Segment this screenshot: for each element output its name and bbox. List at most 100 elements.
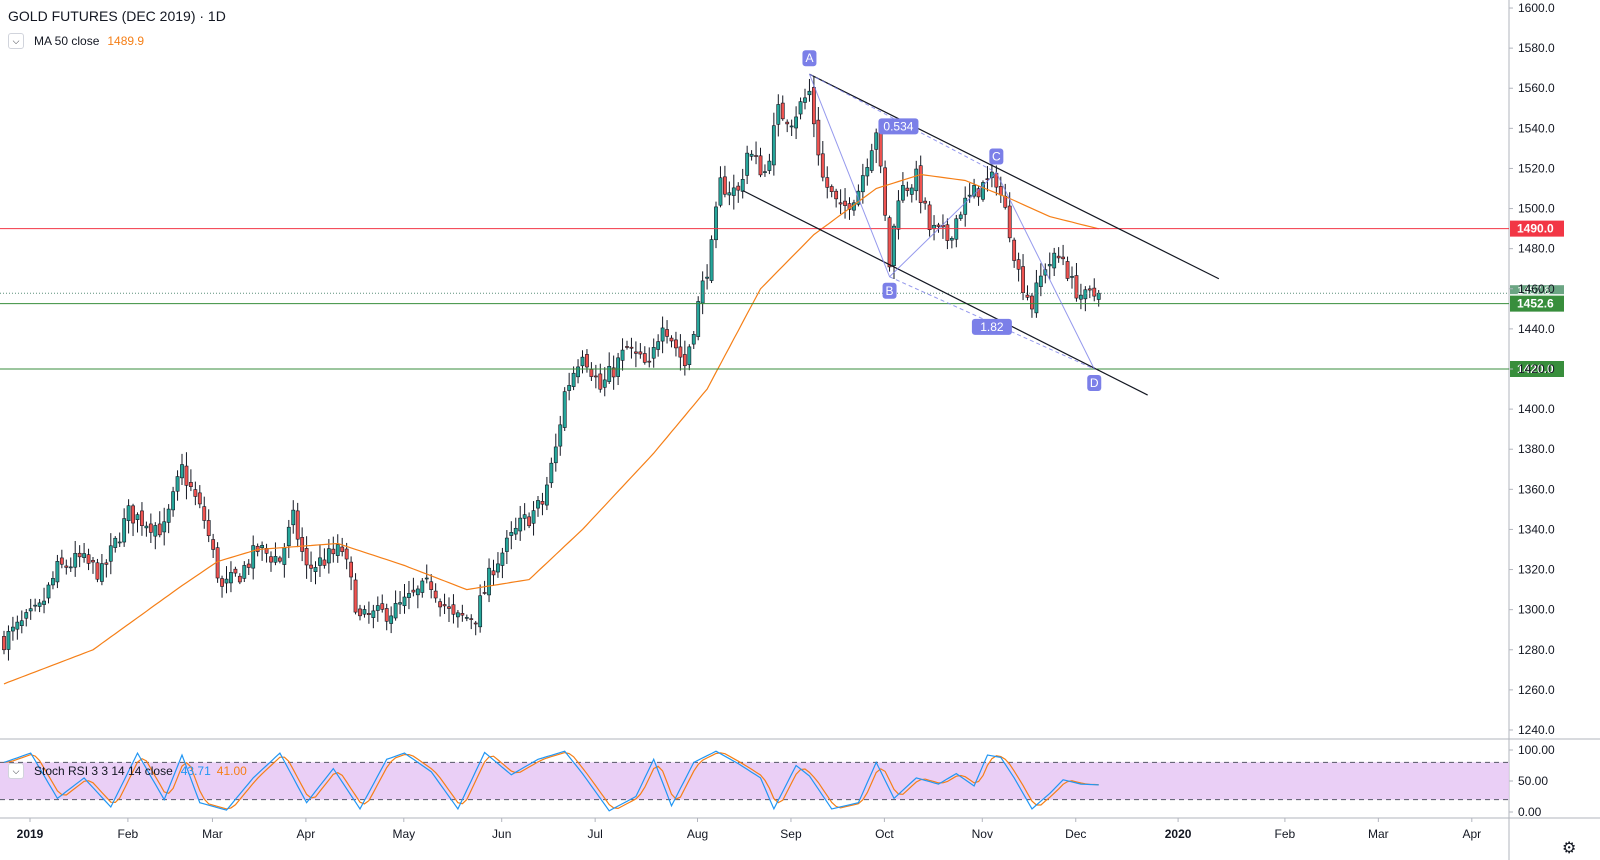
- candle-body: [108, 545, 113, 562]
- candle-body: [37, 602, 42, 607]
- candle-body: [518, 517, 523, 532]
- candle-body: [487, 567, 491, 596]
- candle-body: [656, 341, 661, 350]
- candle-body: [189, 482, 193, 487]
- candle-body: [366, 613, 371, 615]
- candle-body: [100, 563, 104, 582]
- candle-body: [1087, 288, 1092, 291]
- candle-body: [571, 372, 576, 387]
- candle-body: [313, 567, 318, 572]
- price-tick-label: 1300.0: [1518, 603, 1555, 617]
- candle-body: [251, 545, 256, 569]
- candle-body: [642, 353, 647, 363]
- candle-body: [896, 200, 901, 230]
- candle-body: [567, 385, 572, 391]
- price-tick-label: 1500.0: [1518, 202, 1555, 216]
- rsi-tick-label: 50.00: [1518, 774, 1548, 788]
- candle-body: [424, 577, 429, 580]
- candle-body: [705, 276, 710, 279]
- candle-body: [540, 501, 545, 505]
- candle-body: [1012, 239, 1017, 261]
- candle-body: [865, 167, 870, 177]
- rsi-d-value: 41.00: [216, 764, 247, 778]
- candle-body: [825, 177, 830, 188]
- candle-body: [531, 510, 536, 524]
- candle-body: [714, 206, 718, 241]
- price-tick-label: 1420.0: [1518, 362, 1555, 376]
- candle-body: [598, 373, 603, 390]
- candle-body: [1021, 266, 1025, 294]
- candle-body: [633, 351, 638, 354]
- candle-body: [887, 217, 892, 268]
- candle-body: [820, 153, 825, 178]
- candle-body: [304, 548, 309, 566]
- candle-body: [1007, 205, 1012, 239]
- price-tick-label: 1280.0: [1518, 643, 1555, 657]
- candle-body: [77, 552, 82, 558]
- last-price-tag: [1510, 285, 1564, 295]
- ma-50-line: [3, 173, 1099, 685]
- candle-body: [536, 500, 540, 509]
- candle-body: [816, 119, 821, 156]
- candle-body: [460, 613, 465, 616]
- candle-body: [95, 562, 100, 580]
- candle-body: [113, 537, 118, 548]
- candle-body: [438, 601, 443, 608]
- time-tick-label: Mar: [1368, 827, 1389, 841]
- candle-body: [68, 566, 73, 569]
- candle-body: [722, 176, 727, 195]
- candle-body: [798, 101, 803, 115]
- candle-body: [55, 561, 60, 583]
- level-price-tag: [1510, 220, 1564, 237]
- gear-icon[interactable]: ⚙: [1562, 840, 1577, 857]
- candle-body: [246, 563, 251, 568]
- candle-body: [175, 476, 180, 492]
- candle-body: [758, 155, 763, 176]
- pattern-point-box: [1087, 375, 1102, 391]
- candle-body: [135, 514, 140, 520]
- candle-body: [229, 572, 233, 584]
- candle-body: [15, 621, 20, 630]
- candle-body: [544, 484, 549, 506]
- candle-body: [206, 520, 211, 537]
- chevron-down-icon[interactable]: ⌵: [8, 33, 24, 49]
- candle-body: [874, 132, 879, 150]
- pattern-ratio-box: [878, 118, 919, 135]
- candle-body: [415, 588, 420, 596]
- candle-body: [117, 541, 122, 544]
- candle-body: [513, 527, 518, 535]
- rsi-legend: ⌵ Stoch RSI 3 3 14 14 close 43.71 41.00: [8, 762, 253, 780]
- time-tick-label: May: [392, 827, 415, 841]
- candle-body: [558, 424, 563, 447]
- candle-body: [1074, 275, 1079, 299]
- candle-body: [509, 532, 514, 536]
- candle-body: [144, 525, 149, 529]
- candle-body: [736, 185, 741, 191]
- time-tick-label: Feb: [118, 827, 139, 841]
- candle-body: [393, 603, 398, 619]
- candle-body: [19, 620, 24, 626]
- ma-legend-label: MA 50 close: [34, 34, 100, 48]
- level-price-tag: [1510, 361, 1564, 377]
- candle-body: [972, 185, 977, 197]
- candle-body: [91, 560, 95, 563]
- candle-body: [780, 102, 785, 120]
- candle-body: [2, 636, 6, 651]
- candle-body: [148, 523, 153, 533]
- rsi-legend-label: Stoch RSI 3 3 14 14 close: [34, 764, 173, 778]
- chart-title: GOLD FUTURES (DEC 2019) · 1D: [8, 8, 226, 24]
- candle-body: [500, 552, 505, 566]
- level-price-tag: [1510, 295, 1564, 312]
- candle-body: [220, 578, 224, 587]
- candle-body: [309, 564, 313, 569]
- price-tick-label: 1520.0: [1518, 161, 1555, 175]
- price-tick-label: 1440.0: [1518, 322, 1555, 336]
- candle-body: [620, 349, 625, 361]
- candle-body: [1016, 259, 1021, 270]
- candle-body: [553, 446, 558, 464]
- candle-body: [433, 590, 438, 599]
- chevron-down-icon[interactable]: ⌵: [8, 763, 24, 779]
- candle-body: [277, 557, 282, 562]
- candle-body: [754, 155, 758, 157]
